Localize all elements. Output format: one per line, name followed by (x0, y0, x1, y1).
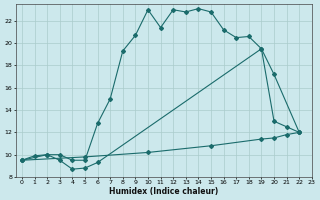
X-axis label: Humidex (Indice chaleur): Humidex (Indice chaleur) (109, 187, 218, 196)
